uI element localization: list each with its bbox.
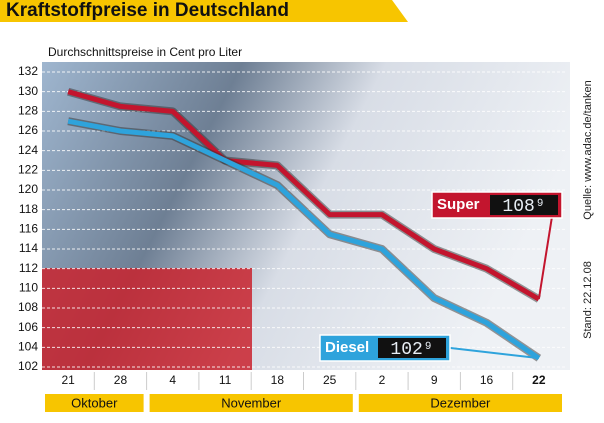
y-tick-label: 116 [19, 222, 38, 236]
y-tick-label: 114 [19, 241, 38, 255]
month-band [358, 394, 562, 412]
date-note: Stand: 22.12.08 [582, 261, 594, 339]
axis-background [0, 62, 42, 370]
chart-title: Kraftstoffpreise in Deutschland [6, 0, 289, 21]
y-tick-label: 102 [18, 359, 38, 373]
value-label: 102⁹ [390, 340, 433, 360]
x-tick-label: 4 [169, 373, 176, 387]
x-tick-label: 22 [532, 373, 546, 387]
x-tick-label: 9 [431, 373, 438, 387]
y-tick-label: 108 [18, 300, 38, 314]
price-display [378, 338, 446, 358]
y-tick-label: 112 [19, 261, 38, 275]
x-tick-label: 18 [271, 373, 285, 387]
x-axis-band [42, 370, 570, 392]
chart-subtitle: Durchschnittspreise in Cent pro Liter [48, 45, 242, 59]
x-tick-label: 21 [61, 373, 75, 387]
callout-leader [537, 203, 555, 300]
photo-detail [42, 268, 252, 370]
y-tick-label: 124 [18, 143, 38, 157]
title-banner [0, 0, 408, 22]
source-note: Quelle: www.adac.de/tanken [582, 80, 594, 219]
month-label: Dezember [430, 395, 491, 410]
x-tick-label: 28 [114, 373, 128, 387]
y-tick-label: 130 [18, 84, 38, 98]
month-band [45, 394, 144, 412]
month-label: November [221, 395, 282, 410]
y-tick-label: 122 [18, 163, 38, 177]
callout-leader [441, 346, 539, 360]
x-tick-label: 2 [379, 373, 386, 387]
legend-label: Super [437, 196, 480, 213]
y-tick-label: 104 [18, 340, 38, 354]
y-tick-label: 132 [18, 64, 38, 78]
x-tick-label: 25 [323, 373, 337, 387]
series-line [67, 89, 541, 302]
y-tick-label: 128 [18, 104, 38, 118]
value-label: 108⁹ [502, 197, 545, 217]
x-tick-label: 16 [480, 373, 494, 387]
x-tick-label: 11 [219, 373, 232, 387]
month-label: Oktober [71, 395, 118, 410]
y-tick-label: 126 [18, 123, 38, 137]
y-tick-label: 110 [19, 281, 38, 295]
series-line [67, 118, 541, 361]
y-tick-label: 120 [18, 182, 38, 196]
y-tick-label: 118 [19, 202, 38, 216]
price-display [490, 195, 558, 215]
month-band [149, 394, 353, 412]
y-tick-label: 106 [18, 320, 38, 334]
legend-label: Diesel [325, 339, 369, 356]
